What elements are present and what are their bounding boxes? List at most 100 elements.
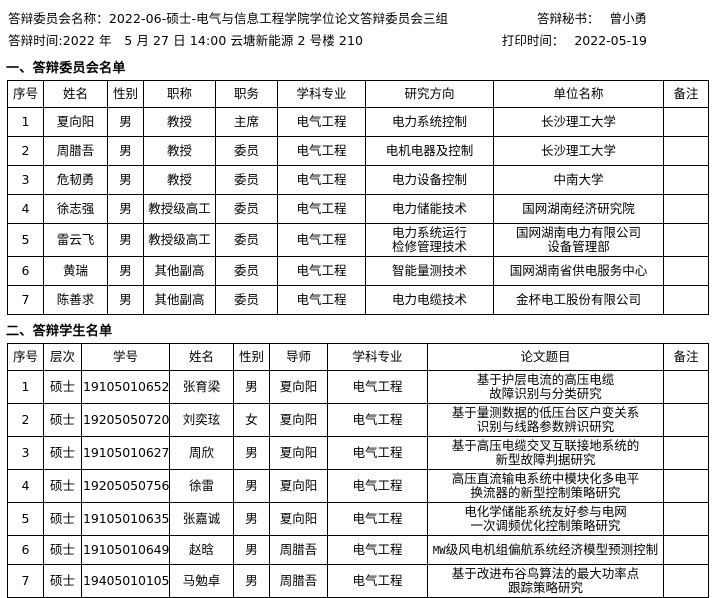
cell-student-id: 19405010105 [81, 564, 170, 598]
th-note: 备注 [663, 343, 709, 371]
cell-name: 徐志强 [43, 194, 108, 224]
committee-field: 答辩委员会名称：2022-06-硕士-电气与信息工程学院学位论文答辩委员会三组 [8, 8, 448, 27]
th-index: 序号 [7, 343, 44, 371]
table-row: 2 周腊吾 男 教授 委员 电气工程 电机电器及控制 长沙理工大学 [7, 136, 709, 166]
cell-thesis-title: 高压直流输电系统中模块化多电平 换流器的新型控制策略研究 [427, 469, 664, 503]
cell-note [663, 194, 709, 224]
cell-sex: 男 [233, 564, 270, 598]
cell-index: 4 [7, 469, 44, 503]
thesis-line-2: 换流器的新型控制策略研究 [470, 485, 621, 500]
print-time-value: 2022-05-19 [574, 33, 647, 48]
cell-major: 电气工程 [327, 436, 428, 470]
th-sex: 性别 [233, 343, 270, 371]
cell-note [663, 107, 709, 137]
table-row: 2 硕士 19205050720 刘奕玹 女 夏向阳 电气工程 基于量测数据的低… [7, 403, 709, 437]
cell-sex: 男 [107, 194, 144, 224]
direction-line-2: 检修管理技术 [391, 239, 467, 254]
cell-index: 2 [7, 403, 44, 437]
cell-academic-title: 教授 [143, 136, 216, 166]
cell-student-id: 19105010649 [81, 535, 170, 565]
thesis-line-2: 跟踪策略研究 [507, 580, 583, 595]
cell-academic-title: 教授 [143, 107, 216, 137]
unit-line-1: 国网湖南电力有限公司 [515, 225, 641, 240]
cell-research-direction: 电力储能技术 [365, 194, 494, 224]
cell-level: 硕士 [43, 564, 82, 598]
cell-major: 电气工程 [277, 223, 366, 257]
th-index: 序号 [7, 80, 44, 108]
thesis-line-1: 电化学储能系统友好参与电网 [464, 504, 627, 519]
cell-sex: 男 [233, 436, 270, 470]
cell-sex: 男 [233, 535, 270, 565]
cell-research-direction: 电力系统运行 检修管理技术 [365, 223, 494, 257]
cell-duty: 委员 [215, 223, 278, 257]
cell-major: 电气工程 [327, 502, 428, 536]
th-research-direction: 研究方向 [365, 80, 494, 108]
cell-note [663, 502, 709, 536]
cell-research-direction: 电力电缆技术 [365, 285, 494, 315]
cell-level: 硕士 [43, 469, 82, 503]
cell-index: 1 [7, 107, 44, 137]
thesis-line-2: 一次调频优化控制策略研究 [470, 518, 621, 533]
th-unit: 单位名称 [493, 80, 664, 108]
cell-sex: 男 [233, 469, 270, 503]
unit-line-2: 设备管理部 [547, 239, 610, 254]
cell-name: 张嘉诚 [169, 502, 234, 536]
cell-sex: 男 [233, 502, 270, 536]
cell-unit: 国网湖南经济研究院 [493, 194, 664, 224]
cell-index: 6 [7, 256, 44, 286]
cell-major: 电气工程 [327, 535, 428, 565]
table-row: 4 硕士 19205050756 徐雷 男 夏向阳 电气工程 高压直流输电系统中… [7, 469, 709, 503]
table-row: 6 黄瑞 男 其他副高 委员 电气工程 智能量测技术 国网湖南省供电服务中心 [7, 256, 709, 286]
cell-name: 张育梁 [169, 370, 234, 404]
cell-index: 7 [7, 285, 44, 315]
cell-name: 陈善求 [43, 285, 108, 315]
cell-name: 刘奕玹 [169, 403, 234, 437]
cell-index: 3 [7, 436, 44, 470]
cell-index: 6 [7, 535, 44, 565]
cell-student-id: 19105010635 [81, 502, 170, 536]
th-student-id: 学号 [81, 343, 170, 371]
cell-name: 赵晗 [169, 535, 234, 565]
cell-duty: 主席 [215, 107, 278, 137]
cell-note [663, 136, 709, 166]
thesis-line-1: 级风电机组偏航系统经济模型预测控制 [445, 541, 659, 557]
secretary-label: 答辩秘书： [536, 11, 600, 26]
cell-name: 马勉卓 [169, 564, 234, 598]
committee-table-header-row: 序号 姓名 性别 职称 职务 学科专业 研究方向 单位名称 备注 [7, 80, 709, 108]
th-major: 学科专业 [327, 343, 428, 371]
cell-student-id: 19205050720 [81, 403, 170, 437]
cell-note [663, 285, 709, 315]
table-row: 5 硕士 19105010635 张嘉诚 男 夏向阳 电气工程 电化学储能系统友… [7, 502, 709, 536]
cell-student-id: 19205050756 [81, 469, 170, 503]
cell-student-id: 19105010652 [81, 370, 170, 404]
cell-major: 电气工程 [277, 194, 366, 224]
cell-academic-title: 教授 [143, 165, 216, 195]
cell-major: 电气工程 [277, 256, 366, 286]
cell-name: 周腊吾 [43, 136, 108, 166]
table-row: 3 危韧勇 男 教授 委员 电气工程 电力设备控制 中南大学 [7, 165, 709, 195]
cell-sex: 男 [107, 107, 144, 137]
th-supervisor: 导师 [269, 343, 328, 371]
defense-time-label: 答辩时间: [8, 33, 63, 48]
cell-research-direction: 智能量测技术 [365, 256, 494, 286]
cell-duty: 委员 [215, 285, 278, 315]
cell-research-direction: 电力系统控制 [365, 107, 494, 137]
cell-major: 电气工程 [327, 564, 428, 598]
cell-sex: 男 [107, 136, 144, 166]
header-row-committee: 答辩委员会名称：2022-06-硕士-电气与信息工程学院学位论文答辩委员会三组 … [8, 8, 707, 30]
cell-major: 电气工程 [327, 370, 428, 404]
cell-duty: 委员 [215, 256, 278, 286]
thesis-line-2: 新型故障判据研究 [495, 452, 596, 467]
cell-supervisor: 周腊吾 [269, 535, 328, 565]
cell-supervisor: 周腊吾 [269, 564, 328, 598]
cell-level: 硕士 [43, 436, 82, 470]
thesis-line-1: 基于改进布谷鸟算法的最大功率点 [451, 566, 640, 581]
th-duty: 职务 [215, 80, 278, 108]
cell-thesis-title: 基于护层电流的高压电缆 故障识别与分类研究 [427, 370, 664, 404]
cell-duty: 委员 [215, 194, 278, 224]
table-row: 3 硕士 19105010627 周欣 男 夏向阳 电气工程 基于高压电缆交叉互… [7, 436, 709, 470]
cell-index: 2 [7, 136, 44, 166]
th-sex: 性别 [107, 80, 144, 108]
cell-note [663, 469, 709, 503]
cell-unit: 长沙理工大学 [493, 107, 664, 137]
